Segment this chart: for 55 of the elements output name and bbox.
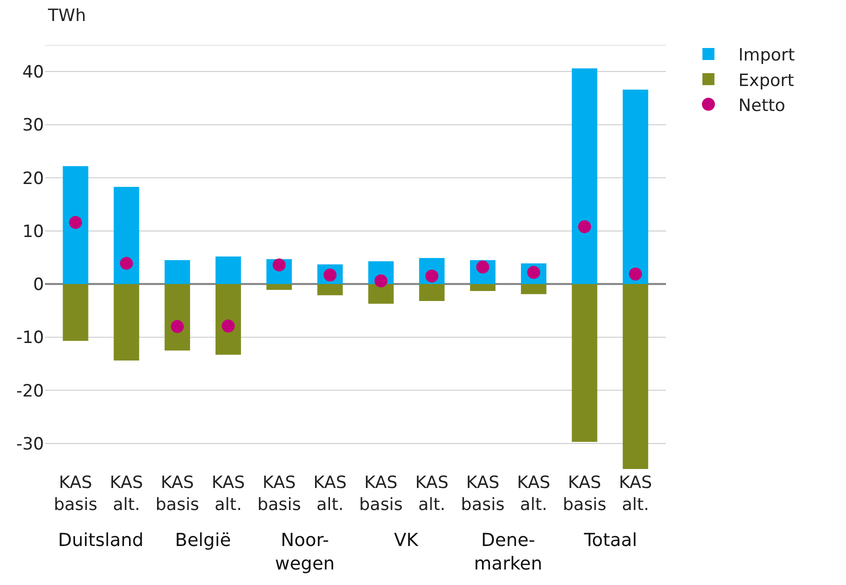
bar — [216, 284, 241, 355]
x-tick-label: KAS basis — [460, 473, 505, 516]
point — [69, 216, 82, 229]
bar — [572, 284, 598, 442]
x-tick-label: KAS basis — [562, 473, 607, 516]
bar — [216, 256, 241, 284]
text: Dene-marken — [474, 530, 542, 574]
y-tick-label: 30 — [22, 116, 44, 136]
bar — [622, 90, 648, 284]
bar — [419, 284, 445, 302]
x-tick-label: KAS basis — [156, 473, 200, 516]
text: België — [175, 530, 231, 551]
legend-label: Export — [738, 70, 794, 91]
legend-label: Netto — [738, 96, 786, 116]
x-tick-label: KAS alt. — [110, 473, 144, 516]
y-axis-title: TWh — [47, 6, 86, 26]
text: VK — [394, 530, 420, 551]
bar — [317, 284, 343, 296]
bar — [164, 260, 190, 284]
bar — [572, 68, 598, 284]
point — [222, 320, 235, 333]
text: Noor-wegen — [275, 530, 335, 574]
bar — [114, 186, 140, 284]
point — [628, 267, 642, 280]
y-tick-label: 20 — [22, 168, 44, 189]
x-tick-label: KAS alt. — [618, 473, 652, 516]
bar — [114, 284, 140, 361]
bar — [622, 284, 648, 469]
bar — [520, 284, 546, 294]
text: Duitsland — [58, 530, 144, 551]
bar — [470, 284, 496, 291]
point — [120, 256, 133, 270]
bar — [164, 284, 190, 350]
point — [170, 320, 184, 334]
bar — [62, 166, 88, 284]
x-tick-label: KAS basis — [54, 473, 98, 516]
y-tick-label: 10 — [22, 222, 44, 242]
point — [374, 274, 388, 288]
y-tick-label: -20 — [16, 381, 44, 402]
y-tick-label: -30 — [16, 434, 44, 454]
x-tick-label: KAS basis — [359, 473, 403, 516]
point — [578, 220, 592, 234]
legend-label: Import — [738, 46, 796, 66]
bar — [266, 284, 292, 290]
x-tick-label: KAS basis — [257, 473, 302, 516]
text: Totaal — [583, 530, 638, 551]
y-tick-label: 40 — [22, 62, 44, 83]
bar — [368, 284, 394, 304]
x-tick-label: KAS alt. — [415, 473, 448, 516]
x-tick-label: KAS alt. — [212, 473, 245, 516]
x-tick-label: KAS alt. — [517, 473, 550, 516]
y-tick-label: 0 — [33, 275, 44, 296]
y-tick-label: -10 — [16, 328, 44, 348]
bar — [62, 284, 88, 341]
x-tick-label: KAS alt. — [313, 473, 347, 516]
